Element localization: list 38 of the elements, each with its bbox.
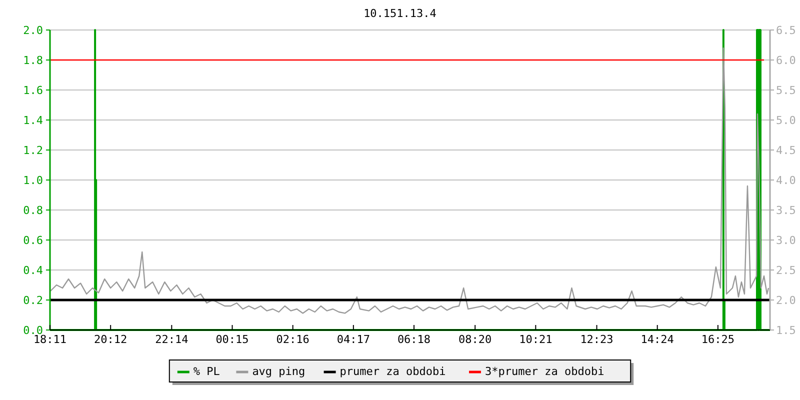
y2-tick-label: 2.0 (776, 294, 796, 307)
legend-label: avg ping (252, 365, 306, 378)
legend-label: % PL (193, 365, 220, 378)
x-tick-label: 08:20 (458, 333, 492, 346)
y-tick-label: 0.6 (23, 234, 43, 247)
x-tick-label: 06:18 (397, 333, 431, 346)
x-tick-label: 22:14 (155, 333, 189, 346)
y2-tick-label: 5.5 (776, 84, 796, 97)
y-tick-label: 1.8 (23, 54, 43, 67)
y-tick-label: 1.2 (23, 144, 43, 157)
y2-tick-label: 6.0 (776, 54, 796, 67)
x-tick-label: 14:24 (640, 333, 674, 346)
legend-label: 3*prumer za obdobi (485, 365, 604, 378)
y-tick-label: 0.8 (23, 204, 43, 217)
y-tick-label: 1.4 (23, 114, 44, 127)
x-tick-label: 16:25 (701, 333, 734, 346)
y-tick-label: 1.6 (23, 84, 43, 97)
y2-tick-label: 4.0 (776, 174, 796, 187)
y-tick-label: 1.0 (23, 174, 43, 187)
y2-tick-label: 4.5 (776, 144, 796, 157)
x-tick-label: 18:11 (33, 333, 67, 346)
y-tick-label: 0.2 (23, 294, 43, 307)
x-tick-label: 00:15 (216, 333, 249, 346)
y2-tick-label: 6.5 (776, 24, 796, 37)
y2-tick-label: 2.5 (776, 264, 796, 277)
legend-label: prumer za obdobi (340, 365, 446, 378)
y2-tick-label: 3.0 (776, 234, 796, 247)
x-tick-label: 12:23 (580, 333, 614, 346)
x-tick-label: 04:17 (336, 333, 370, 346)
y-tick-label: 2.0 (23, 24, 43, 37)
chart-title: 10.151.13.4 (364, 7, 437, 20)
x-tick-label: 02:16 (276, 333, 310, 346)
y2-tick-label: 5.0 (776, 114, 796, 127)
y-tick-label: 0.4 (23, 264, 44, 277)
y2-tick-label: 1.5 (776, 324, 796, 337)
x-tick-label: 10:21 (519, 333, 552, 346)
y2-tick-label: 3.5 (776, 204, 796, 217)
x-tick-label: 20:12 (94, 333, 128, 346)
